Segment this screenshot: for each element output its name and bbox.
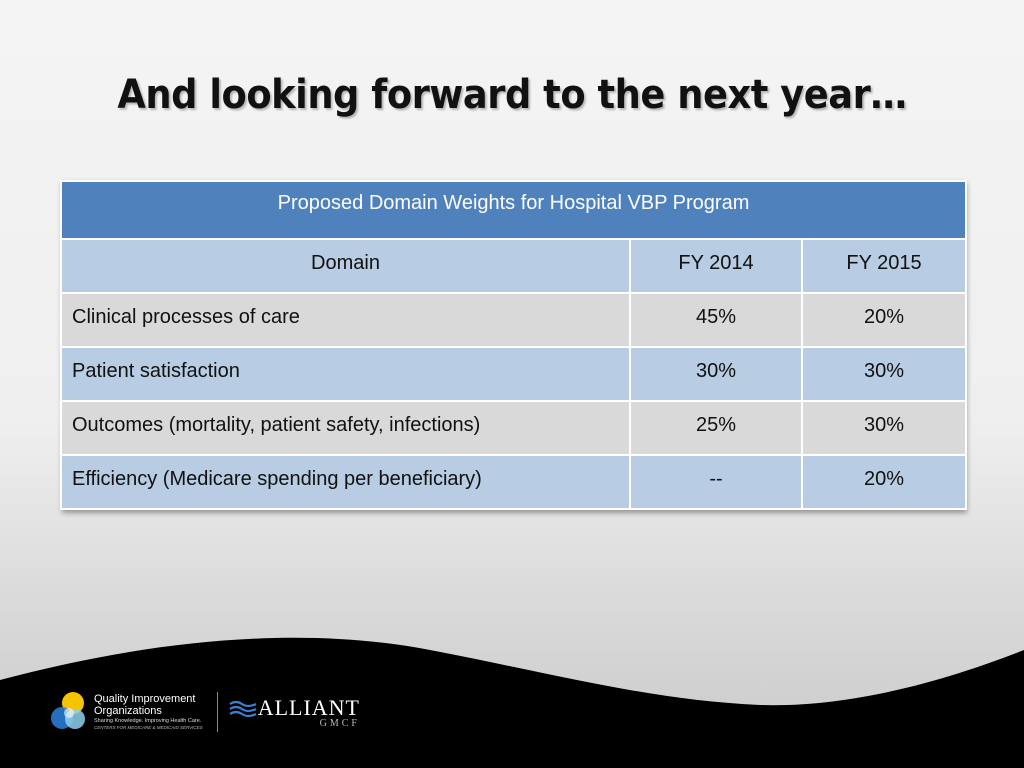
qio-logo-text: Quality Improvement Organizations Sharin… — [94, 693, 203, 731]
qio-line1: Quality Improvement — [94, 693, 196, 705]
table-caption: Proposed Domain Weights for Hospital VBP… — [59, 180, 968, 240]
slide-title: And looking forward to the next year… — [117, 72, 907, 118]
header-fy2014: FY 2014 — [629, 238, 803, 294]
table-row: Outcomes (mortality, patient safety, inf… — [60, 400, 968, 456]
cell-fy2015: 20% — [800, 454, 968, 510]
footer-logos: Quality Improvement Organizations Sharin… — [50, 688, 360, 736]
cell-domain: Patient satisfaction — [60, 346, 631, 402]
domain-weights-table: Proposed Domain Weights for Hospital VBP… — [59, 180, 968, 510]
alliant-logo: ALLIANT GMCF — [228, 695, 360, 729]
qio-cms-line: CENTERS FOR MEDICARE & MEDICAID SERVICES — [94, 725, 203, 730]
table-row: Clinical processes of care 45% 20% — [60, 292, 968, 348]
cell-fy2015: 30% — [800, 346, 968, 402]
table-row: Patient satisfaction 30% 30% — [60, 346, 968, 402]
alliant-sub: GMCF — [319, 718, 360, 729]
cell-fy2015: 30% — [800, 400, 968, 456]
qio-line2: Organizations — [94, 705, 162, 717]
alliant-waves-icon — [229, 700, 257, 717]
cell-fy2014: 30% — [629, 346, 803, 402]
cell-fy2015: 20% — [800, 292, 968, 348]
qio-circles-icon — [50, 691, 88, 733]
header-domain: Domain — [60, 238, 631, 294]
table-header-row: Domain FY 2014 FY 2015 — [60, 238, 968, 294]
header-fy2015: FY 2015 — [800, 238, 968, 294]
cell-fy2014: 25% — [629, 400, 803, 456]
cell-domain: Efficiency (Medicare spending per benefi… — [60, 454, 631, 510]
table-caption-row: Proposed Domain Weights for Hospital VBP… — [59, 180, 968, 240]
logo-divider — [216, 692, 218, 732]
cell-fy2014: 45% — [629, 292, 803, 348]
cell-domain: Outcomes (mortality, patient safety, inf… — [60, 400, 631, 456]
alliant-name: ALLIANT — [257, 695, 360, 720]
cell-fy2014: -- — [629, 454, 803, 510]
table-row: Efficiency (Medicare spending per benefi… — [60, 454, 968, 510]
cell-domain: Clinical processes of care — [60, 292, 631, 348]
qio-tagline: Sharing Knowledge. Improving Health Care… — [94, 718, 202, 724]
